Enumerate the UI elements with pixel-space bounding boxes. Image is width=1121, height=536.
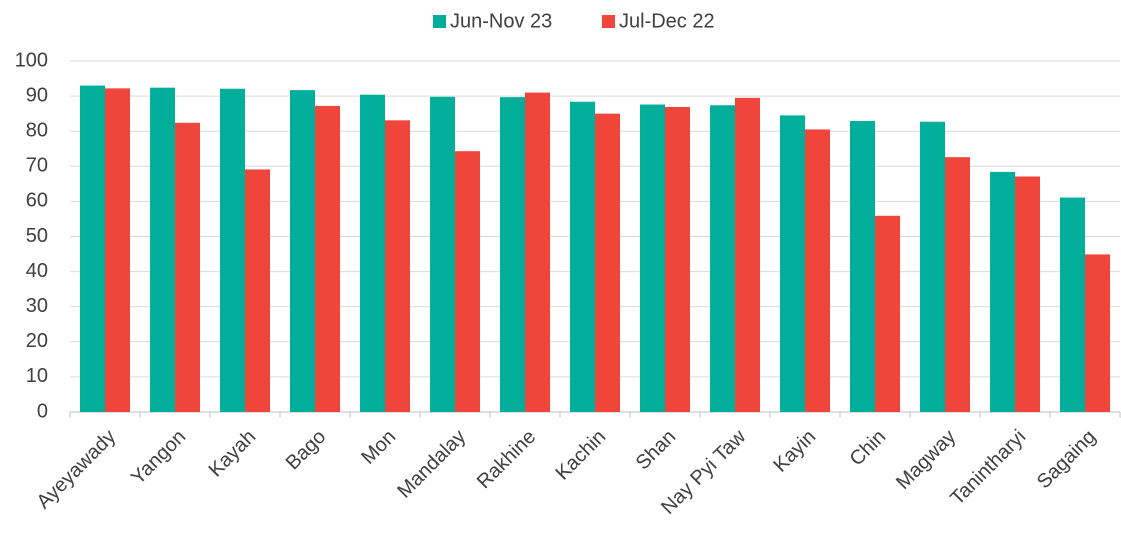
bar — [1060, 197, 1085, 412]
x-tick-label: Chin — [846, 426, 891, 471]
bar — [780, 115, 805, 412]
bar — [385, 120, 410, 412]
y-tick-label: 60 — [26, 190, 48, 212]
bar — [290, 90, 315, 413]
bar — [105, 88, 130, 413]
legend-label: Jun-Nov 23 — [450, 10, 552, 32]
bar — [360, 94, 385, 413]
y-tick-label: 100 — [15, 49, 48, 71]
bar — [990, 171, 1015, 412]
x-tick-label: Mandalay — [393, 426, 470, 503]
y-tick-label: 90 — [26, 84, 48, 106]
bar — [945, 157, 970, 412]
x-tick-label: Kayin — [769, 426, 820, 477]
y-tick-label: 20 — [26, 330, 48, 352]
bar — [430, 96, 455, 412]
x-tick-label: Tanintharyi — [946, 426, 1030, 510]
y-tick-label: 0 — [37, 400, 48, 422]
x-tick-label: Shan — [632, 426, 681, 475]
bar — [710, 105, 735, 412]
bar — [920, 121, 945, 413]
bar — [500, 97, 525, 412]
x-tick-label: Yangon — [127, 426, 190, 489]
bar — [735, 97, 760, 412]
bar — [525, 92, 550, 412]
bar — [315, 105, 340, 412]
x-tick-label: Rakhine — [473, 426, 540, 493]
bar — [175, 122, 200, 412]
bar — [80, 85, 105, 412]
legend-swatch — [433, 15, 446, 28]
bar — [665, 106, 690, 412]
bar — [595, 113, 620, 413]
bar — [220, 88, 245, 412]
y-tick-label: 30 — [26, 295, 48, 317]
legend-swatch — [602, 15, 615, 28]
bar — [640, 104, 665, 413]
x-tick-label: Mon — [357, 426, 400, 469]
bar — [570, 101, 595, 412]
y-tick-label: 80 — [26, 119, 48, 141]
y-tick-label: 50 — [26, 225, 48, 247]
y-tick-label: 70 — [26, 155, 48, 177]
bar — [1015, 176, 1040, 412]
x-tick-label: Bago — [282, 426, 331, 475]
y-tick-label: 40 — [26, 260, 48, 282]
bar — [1085, 254, 1110, 412]
bar — [805, 129, 830, 412]
x-tick-label: Sagaing — [1033, 426, 1100, 493]
bar — [245, 169, 270, 412]
bar — [455, 151, 480, 412]
x-tick-label: Ayeyawady — [33, 426, 121, 514]
x-tick-label: Kachin — [551, 426, 610, 485]
x-tick-label: Magway — [892, 426, 960, 494]
y-tick-label: 10 — [26, 365, 48, 387]
bar — [875, 215, 900, 412]
bar — [150, 87, 175, 413]
x-tick-label: Kayah — [205, 426, 261, 482]
bar — [850, 121, 875, 412]
legend-label: Jul-Dec 22 — [619, 10, 715, 32]
